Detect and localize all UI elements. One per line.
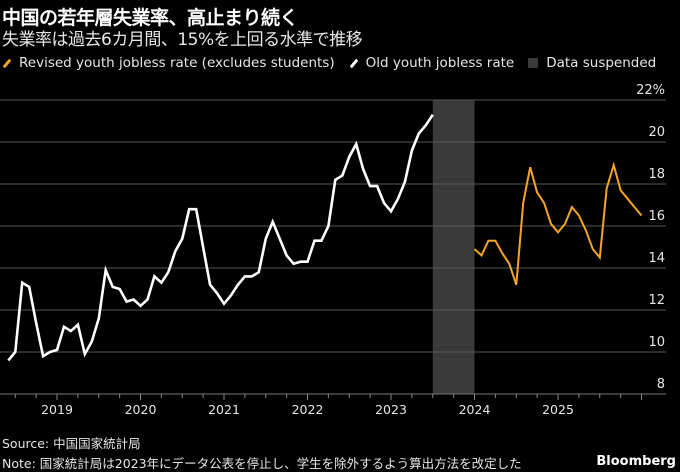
y-tick-label: 10 (648, 335, 665, 350)
y-tick-label: 22% (636, 83, 665, 98)
line-chart: 8 10 12 14 16 18 20 22% 2019 2020 2021 2022 2023 202… (0, 0, 680, 430)
bloomberg-logo: Bloomberg (596, 454, 676, 469)
old-rate-line (8, 115, 433, 361)
y-tick-label: 20 (648, 125, 665, 140)
x-tick-label: 2020 (125, 402, 157, 417)
y-tick-label: 8 (657, 377, 665, 392)
x-tick-label: 2019 (41, 402, 73, 417)
y-tick-label: 16 (648, 209, 665, 224)
y-tick-label: 14 (648, 251, 665, 266)
x-tick-label: 2023 (375, 402, 407, 417)
x-tick-label: 2022 (292, 402, 324, 417)
source-note: Source: 中国国家統計局 (2, 433, 141, 452)
x-tick-label: 2024 (459, 402, 491, 417)
footnote: Note: 国家統計局は2023年にデータ公表を停止し、学生を除外するよう算出方… (2, 453, 522, 472)
x-tick-label: 2025 (542, 402, 574, 417)
revised-rate-line (475, 165, 642, 285)
y-tick-label: 18 (648, 167, 665, 182)
y-tick-label: 12 (648, 293, 665, 308)
x-tick-label: 2021 (208, 402, 240, 417)
data-suspended-region (433, 100, 475, 394)
